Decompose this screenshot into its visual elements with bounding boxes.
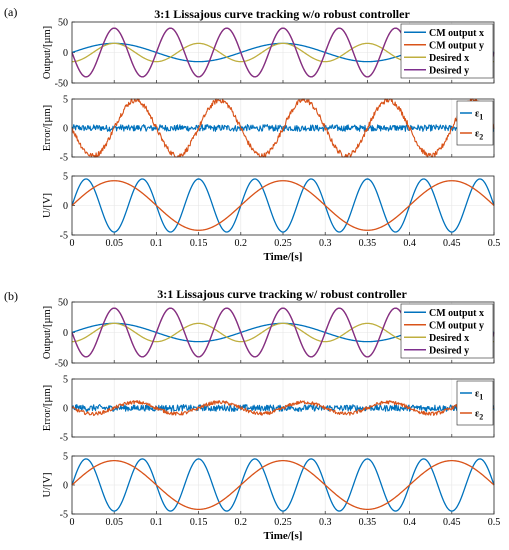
y-tick-label: -5	[60, 510, 68, 521]
x-tick-label: 0.25	[274, 238, 292, 249]
panel-title-b: 3:1 Lissajous curve tracking w/ robust c…	[157, 287, 407, 301]
subplot-2: -5 0 5 Error/[µm] ε1 ε2	[42, 95, 495, 164]
y-axis-label: Error/[µm]	[42, 105, 53, 151]
legend-entry: ε1	[475, 109, 483, 122]
axes-frame	[71, 98, 495, 158]
legend-entry: Desired x	[429, 53, 469, 64]
legend-entry: Desired x	[429, 333, 469, 344]
y-tick-label: -50	[55, 79, 68, 90]
subplot-6: 0 0.05 0.1 0.15 0.2 0.25 0.3 0.35 0.4 0.45 0.5-505…	[42, 452, 500, 543]
axes-frame	[71, 378, 495, 438]
x-tick-label: 0.3	[319, 238, 332, 249]
series-line-ε1	[71, 124, 495, 132]
y-axis-label: U/[V]	[42, 472, 53, 497]
x-tick-label: 0.45	[443, 517, 461, 528]
y-tick-label: -50	[55, 359, 68, 370]
x-axis-label: Time/[s]	[264, 251, 303, 263]
x-tick-label: 0	[70, 517, 75, 528]
axes-frame	[71, 455, 495, 515]
x-tick-label: 0.1	[150, 517, 163, 528]
legend-entry: ε2	[475, 409, 483, 422]
x-tick-label: 0.4	[403, 517, 416, 528]
subplot-4: -50 0 50 Output/[µm] CM output xCM output y D…	[42, 298, 495, 370]
legend: ε1 ε2	[456, 100, 494, 146]
x-axis-label: Time/[s]	[264, 530, 303, 542]
panel-label-b: (b)	[4, 289, 18, 303]
legend-entry: CM output x	[429, 308, 484, 319]
x-tick-label: 0.2	[235, 517, 248, 528]
subplot-3: 0 0.05 0.1 0.15 0.2 0.25 0.3 0.35 0.4 0.45 0.5-505…	[42, 172, 500, 264]
axes-frame	[71, 21, 495, 84]
y-tick-label: 0	[63, 481, 68, 492]
x-tick-label: 0.5	[488, 517, 501, 528]
y-axis-label: Error/[µm]	[42, 385, 53, 431]
x-tick-label: 0.15	[190, 517, 208, 528]
series-line-blue	[71, 178, 495, 233]
y-tick-label: 0	[63, 201, 68, 212]
x-tick-label: 0.35	[359, 238, 377, 249]
y-tick-label: 0	[63, 48, 68, 59]
legend-entry: CM output y	[429, 320, 484, 331]
panel-title-a: 3:1 Lissajous curve tracking w/o robust …	[154, 7, 410, 21]
legend: ε1 ε2	[456, 380, 494, 426]
x-tick-label: 0.25	[274, 517, 292, 528]
subplot-5: -5 0 5 Error/[µm] ε1 ε2	[42, 375, 495, 444]
legend-box	[456, 100, 494, 146]
x-tick-label: 0.5	[488, 238, 501, 249]
subplot-1: -50 0 50 Output/[µm] CM output xCM output y D…	[42, 18, 495, 90]
x-tick-label: 0.45	[443, 238, 461, 249]
y-tick-label: -5	[60, 231, 68, 242]
y-tick-label: 5	[63, 375, 68, 386]
y-tick-label: 50	[58, 298, 68, 309]
legend-entry: CM output x	[429, 28, 484, 39]
series-line-orange	[71, 180, 495, 231]
series-line-ε2	[71, 98, 495, 158]
x-tick-label: 0.2	[235, 238, 248, 249]
legend-entry: ε2	[475, 129, 483, 142]
y-tick-label: 5	[63, 95, 68, 106]
legend-entry: ε1	[475, 389, 483, 402]
y-tick-label: 0	[63, 328, 68, 339]
legend-entry: CM output y	[429, 40, 484, 51]
y-axis-label: U/[V]	[42, 193, 53, 218]
y-tick-label: 50	[58, 18, 68, 29]
legend-entry: Desired y	[429, 65, 469, 76]
x-tick-label: 0	[70, 238, 75, 249]
y-tick-label: 0	[63, 124, 68, 135]
y-axis-label: Output/[µm]	[42, 306, 53, 359]
y-tick-label: -5	[60, 153, 68, 164]
y-axis-label: Output/[µm]	[42, 26, 53, 79]
x-tick-label: 0.3	[319, 517, 332, 528]
x-tick-label: 0.4	[403, 238, 416, 249]
y-tick-label: 0	[63, 404, 68, 415]
axes-frame	[71, 301, 495, 364]
panel-label-a: (a)	[4, 5, 17, 19]
y-tick-label: -5	[60, 433, 68, 444]
series-line-blue	[71, 458, 495, 512]
x-tick-label: 0.15	[190, 238, 208, 249]
x-tick-label: 0.05	[105, 517, 123, 528]
x-tick-label: 0.35	[359, 517, 377, 528]
axes-frame	[71, 175, 495, 236]
x-tick-label: 0.1	[150, 238, 163, 249]
y-tick-label: 5	[63, 452, 68, 463]
series-line-ε2	[71, 400, 495, 417]
y-tick-label: 5	[63, 172, 68, 183]
legend-entry: Desired y	[429, 345, 469, 356]
legend-box	[456, 380, 494, 426]
series-line-orange	[71, 459, 495, 511]
x-tick-label: 0.05	[105, 238, 123, 249]
